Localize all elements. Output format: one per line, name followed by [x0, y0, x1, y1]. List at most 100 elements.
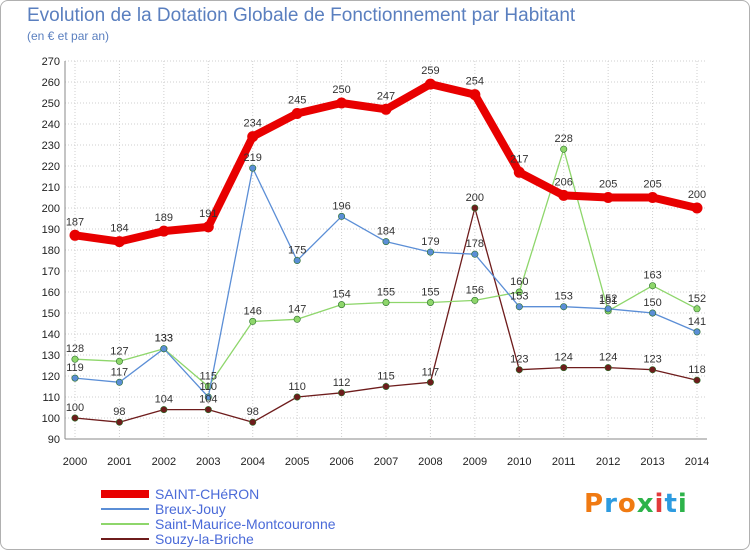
data-label: 98 — [247, 406, 259, 418]
data-point — [604, 364, 612, 372]
data-label: 154 — [332, 289, 350, 301]
legend-label: Breux-Jouy — [155, 500, 226, 517]
x-tick-label: 2006 — [329, 456, 353, 468]
data-point — [382, 382, 390, 390]
data-point — [338, 212, 346, 220]
data-label: 191 — [199, 208, 217, 220]
data-label: 152 — [599, 293, 617, 305]
y-tick-label: 170 — [42, 266, 60, 278]
data-label: 147 — [288, 303, 306, 315]
y-tick-label: 240 — [42, 119, 60, 131]
data-point — [469, 89, 481, 101]
y-tick-label: 110 — [42, 392, 60, 404]
data-label: 123 — [510, 354, 528, 366]
logo-letter: P — [584, 489, 605, 519]
x-tick-label: 2008 — [418, 456, 442, 468]
data-point — [115, 418, 123, 426]
data-label: 163 — [643, 270, 661, 282]
y-tick-label: 130 — [42, 350, 60, 362]
data-point — [647, 192, 659, 203]
legend-swatch — [101, 507, 149, 510]
data-label: 118 — [688, 364, 706, 376]
data-point — [204, 406, 212, 414]
data-point — [426, 248, 434, 256]
y-tick-label: 250 — [42, 98, 60, 110]
data-label: 127 — [110, 345, 128, 357]
data-label: 156 — [466, 284, 484, 296]
x-tick-label: 2010 — [507, 456, 531, 468]
data-label: 152 — [688, 293, 706, 305]
data-label: 234 — [244, 118, 262, 130]
data-point — [693, 305, 701, 313]
x-tick-label: 2013 — [640, 456, 664, 468]
data-label: 187 — [66, 216, 84, 228]
x-tick-label: 2007 — [374, 456, 398, 468]
legend-item: SAINT-CHéRON — [101, 485, 336, 502]
data-point — [293, 393, 301, 401]
y-tick-label: 200 — [42, 203, 60, 215]
logo-letter: i — [654, 489, 665, 519]
data-label: 98 — [113, 406, 125, 418]
legend-item: Souzy-la-Briche — [101, 531, 336, 547]
data-label: 200 — [688, 189, 706, 201]
data-point — [71, 355, 79, 363]
data-label: 141 — [688, 316, 706, 328]
data-label: 150 — [643, 297, 661, 309]
legend-label: SAINT-CHéRON — [155, 485, 260, 502]
x-tick-label: 2011 — [552, 456, 576, 468]
data-label: 133 — [155, 333, 173, 345]
data-label: 245 — [288, 95, 306, 107]
data-label: 153 — [510, 291, 528, 303]
legend-swatch — [101, 537, 149, 540]
data-point — [249, 418, 257, 426]
data-point — [560, 303, 568, 311]
data-label: 219 — [244, 152, 262, 164]
data-point — [382, 238, 390, 246]
x-tick-label: 2014 — [685, 456, 709, 468]
data-label: 205 — [599, 179, 617, 191]
legend-swatch — [101, 522, 149, 525]
data-point — [515, 303, 523, 311]
data-label: 115 — [200, 371, 218, 383]
data-point — [69, 229, 81, 241]
data-point — [338, 301, 346, 309]
data-label: 119 — [66, 362, 84, 374]
data-label: 259 — [421, 65, 439, 77]
data-label: 104 — [199, 394, 217, 406]
logo-letter: i — [677, 489, 688, 519]
data-point — [471, 204, 479, 212]
legend-item: Breux-Jouy — [101, 500, 336, 517]
data-label: 110 — [200, 381, 218, 393]
y-tick-label: 220 — [42, 161, 60, 173]
logo-letter: x — [636, 489, 655, 519]
proxiti-logo: Proxiti — [584, 489, 688, 519]
data-label: 151 — [599, 295, 617, 307]
data-point — [604, 305, 612, 313]
x-tick-label: 2002 — [152, 456, 176, 468]
y-tick-label: 90 — [48, 434, 60, 446]
data-point — [560, 145, 568, 153]
data-point — [380, 103, 392, 115]
data-label: 146 — [244, 305, 262, 317]
data-label: 124 — [555, 352, 573, 364]
data-point — [249, 317, 257, 325]
data-label: 117 — [111, 366, 129, 378]
data-label: 100 — [66, 402, 84, 414]
data-point — [293, 315, 301, 323]
data-label: 196 — [332, 200, 350, 212]
chart-subtitle: (en € et par an) — [27, 29, 110, 43]
data-point — [291, 108, 303, 119]
data-label: 228 — [555, 133, 573, 145]
data-label: 189 — [155, 212, 173, 224]
data-label: 175 — [288, 245, 306, 257]
data-label: 254 — [466, 76, 484, 88]
data-label: 112 — [333, 377, 351, 389]
data-point — [293, 256, 301, 264]
data-label: 247 — [377, 90, 395, 102]
data-point — [115, 357, 123, 365]
data-label: 160 — [510, 276, 528, 288]
x-tick-label: 2012 — [596, 456, 620, 468]
data-label: 133 — [155, 333, 173, 345]
y-tick-label: 180 — [42, 245, 60, 257]
